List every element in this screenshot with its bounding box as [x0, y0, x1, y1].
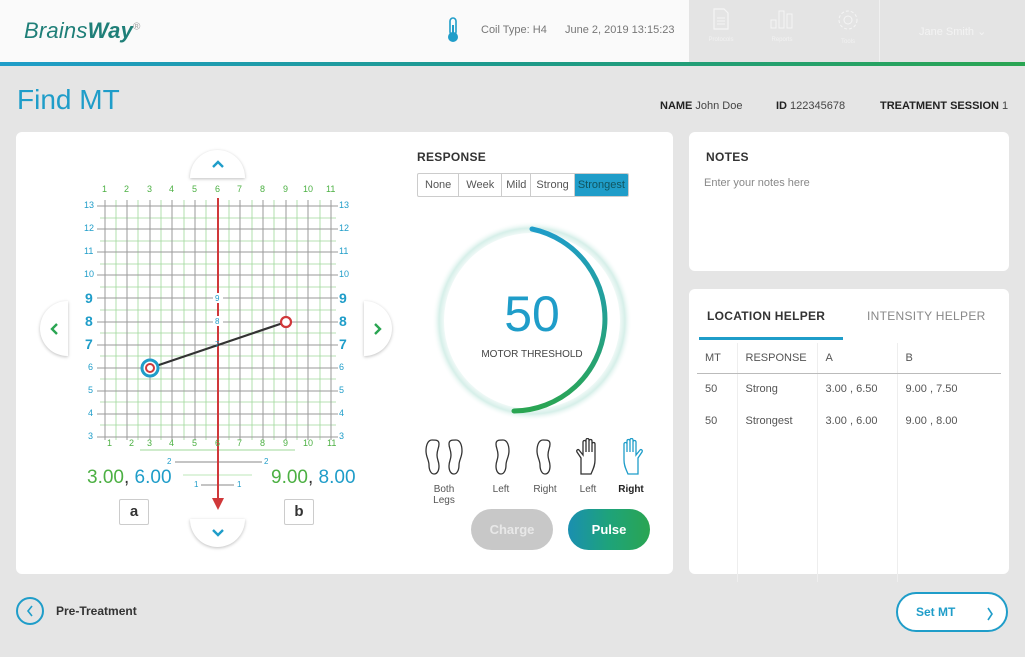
- brainsway-logo: BrainsWay®: [24, 18, 141, 43]
- notes-input[interactable]: [704, 177, 994, 257]
- chevron-up-icon: [211, 160, 224, 168]
- user-menu[interactable]: Jane Smith ⌄: [919, 26, 987, 38]
- bar-chart-icon: [770, 10, 793, 29]
- chevron-left-icon: [50, 322, 58, 335]
- patient-id: ID 122345678: [776, 100, 846, 112]
- response-mild[interactable]: Mild: [502, 174, 532, 196]
- table-empty-space: [697, 437, 1001, 582]
- chevron-down-icon: ⌄: [977, 26, 987, 38]
- patient-name: NAME John Doe: [660, 100, 743, 112]
- active-tab-indicator: [699, 337, 843, 340]
- both-feet-icon: [425, 439, 463, 475]
- set-mt-button[interactable]: Set MT: [896, 592, 1008, 632]
- table-row[interactable]: 50 Strong 3.00 , 6.50 9.00 , 7.50: [697, 373, 1001, 405]
- response-strong[interactable]: Strong: [531, 174, 575, 196]
- charge-button[interactable]: Charge: [471, 509, 553, 550]
- motor-threshold-label: MOTOR THRESHOLD: [481, 349, 583, 360]
- midline-arrow-icon: [212, 498, 224, 510]
- point-b-coordinates: 9.00, 8.00: [271, 467, 356, 488]
- coil-position-grid[interactable]: [0, 0, 400, 560]
- back-button[interactable]: [16, 597, 44, 625]
- response-none[interactable]: None: [418, 174, 460, 196]
- table-row[interactable]: 50 Strongest 3.00 , 6.00 9.00 , 8.00: [697, 405, 1001, 437]
- nav-tools[interactable]: Tools: [818, 8, 878, 45]
- response-strongest[interactable]: Strongest: [574, 174, 628, 196]
- chevron-left-icon: [26, 605, 33, 617]
- notes-panel: NOTES: [689, 132, 1009, 271]
- left-foot-icon: [495, 439, 510, 475]
- chevron-down-icon: [211, 529, 224, 537]
- limb-right-hand[interactable]: Right: [609, 437, 653, 495]
- point-a-marker: [140, 358, 160, 378]
- datetime: June 2, 2019 13:15:23: [565, 24, 675, 36]
- chevron-right-icon: [987, 607, 993, 621]
- motor-threshold-gauge: [432, 221, 632, 421]
- a-b-line: [149, 320, 287, 370]
- point-b-marker: [279, 315, 293, 329]
- point-a-coordinates: 3.00, 6.00: [87, 467, 172, 488]
- pulse-button[interactable]: Pulse: [568, 509, 650, 550]
- limb-both-legs[interactable]: Both Legs: [422, 438, 466, 506]
- motor-threshold-value: 50: [504, 286, 560, 342]
- page-title: Find MT: [17, 84, 120, 115]
- limb-left-hand[interactable]: Left: [566, 437, 610, 495]
- tab-intensity-helper[interactable]: INTENSITY HELPER: [867, 309, 986, 323]
- response-title: RESPONSE: [417, 150, 487, 164]
- tab-location-helper[interactable]: LOCATION HELPER: [707, 309, 826, 323]
- response-week[interactable]: Week: [459, 174, 503, 196]
- top-nav: Protocols Reports Tools Jane Smith ⌄: [689, 0, 1025, 62]
- point-b-button[interactable]: b: [284, 499, 314, 525]
- limb-right-foot[interactable]: Right: [523, 438, 567, 495]
- limb-left-foot[interactable]: Left: [479, 438, 523, 495]
- location-helper-table: MT RESPONSE A B 50 Strong 3.00 , 6.50 9.…: [697, 343, 1001, 582]
- helper-panel: LOCATION HELPER INTENSITY HELPER MT RESP…: [689, 289, 1009, 582]
- nav-protocols[interactable]: Protocols: [691, 8, 751, 43]
- gear-icon: [838, 10, 858, 30]
- pre-treatment-link[interactable]: Pre-Treatment: [56, 604, 137, 618]
- table-header: MT RESPONSE A B: [697, 343, 1001, 374]
- response-selector: None Week Mild Strong Strongest: [417, 173, 629, 197]
- document-icon: [713, 8, 729, 30]
- notes-title: NOTES: [706, 150, 749, 164]
- header-accent-line: [0, 62, 1025, 66]
- right-hand-icon: [623, 437, 643, 475]
- nav-reports[interactable]: Reports: [752, 8, 812, 43]
- treatment-session: TREATMENT SESSION 1: [880, 100, 1009, 112]
- thermometer-icon: [448, 17, 458, 42]
- right-foot-icon: [536, 439, 551, 475]
- coil-type: Coil Type: H4: [481, 24, 547, 36]
- app-header: BrainsWay® Coil Type: H4 June 2, 2019 13…: [0, 0, 1025, 62]
- point-a-button[interactable]: a: [119, 499, 149, 525]
- chevron-right-icon: [374, 322, 382, 335]
- left-hand-icon: [576, 437, 596, 475]
- nav-divider: [879, 0, 880, 62]
